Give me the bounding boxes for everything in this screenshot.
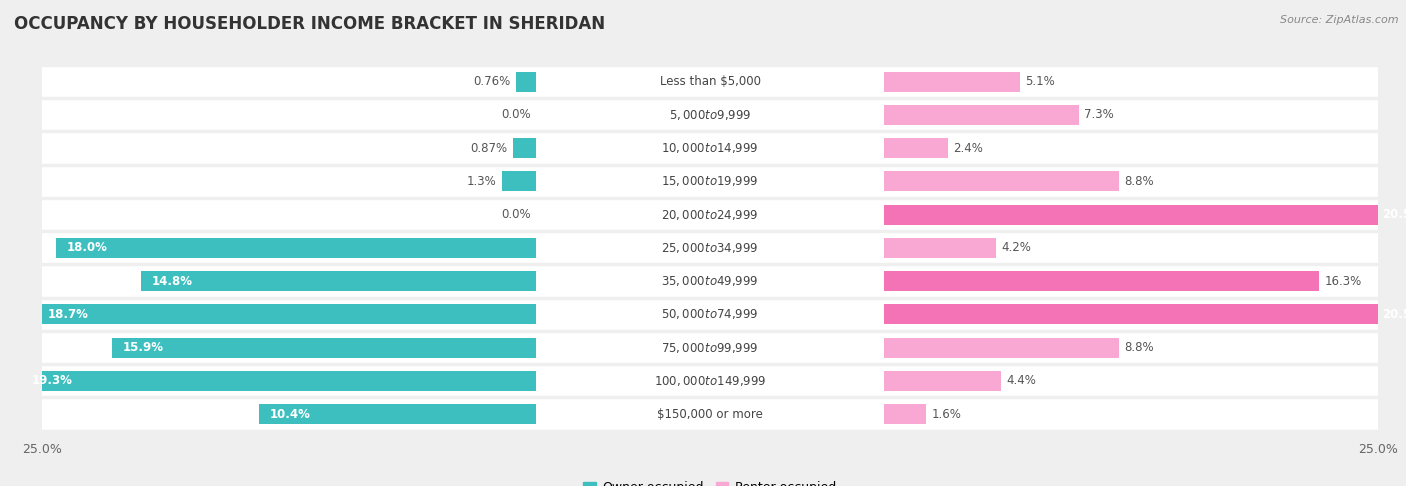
Bar — [883, 138, 948, 158]
Bar — [502, 172, 536, 191]
FancyBboxPatch shape — [42, 98, 1378, 132]
Text: $35,000 to $49,999: $35,000 to $49,999 — [661, 274, 759, 288]
Bar — [21, 371, 536, 391]
Bar — [883, 71, 1019, 91]
Text: 1.3%: 1.3% — [467, 175, 496, 188]
Text: 0.76%: 0.76% — [474, 75, 510, 88]
Text: Source: ZipAtlas.com: Source: ZipAtlas.com — [1281, 15, 1399, 25]
Bar — [883, 371, 1001, 391]
Bar — [883, 105, 1078, 125]
Bar — [37, 304, 536, 324]
Text: 0.0%: 0.0% — [502, 208, 531, 221]
Text: 4.2%: 4.2% — [1001, 242, 1031, 254]
FancyBboxPatch shape — [42, 298, 1378, 331]
Text: $100,000 to $149,999: $100,000 to $149,999 — [654, 374, 766, 388]
Text: 8.8%: 8.8% — [1123, 175, 1154, 188]
Bar — [516, 71, 536, 91]
Text: 18.7%: 18.7% — [48, 308, 89, 321]
FancyBboxPatch shape — [42, 198, 1378, 231]
Text: 5.1%: 5.1% — [1025, 75, 1054, 88]
Text: 14.8%: 14.8% — [152, 275, 193, 288]
FancyBboxPatch shape — [42, 264, 1378, 298]
Bar — [883, 205, 1406, 225]
Text: 20.5%: 20.5% — [1382, 308, 1406, 321]
FancyBboxPatch shape — [42, 132, 1378, 165]
Bar — [883, 338, 1119, 358]
Text: 2.4%: 2.4% — [953, 141, 983, 155]
Text: 0.87%: 0.87% — [471, 141, 508, 155]
FancyBboxPatch shape — [42, 364, 1378, 398]
Text: 19.3%: 19.3% — [31, 374, 72, 387]
Text: $20,000 to $24,999: $20,000 to $24,999 — [661, 208, 759, 222]
Bar — [141, 271, 536, 291]
Text: 20.5%: 20.5% — [1382, 208, 1406, 221]
FancyBboxPatch shape — [42, 331, 1378, 364]
Text: $50,000 to $74,999: $50,000 to $74,999 — [661, 307, 759, 321]
Bar — [259, 404, 536, 424]
Bar — [883, 304, 1406, 324]
Bar — [55, 238, 536, 258]
Text: 16.3%: 16.3% — [1324, 275, 1361, 288]
Bar — [883, 238, 995, 258]
Text: OCCUPANCY BY HOUSEHOLDER INCOME BRACKET IN SHERIDAN: OCCUPANCY BY HOUSEHOLDER INCOME BRACKET … — [14, 15, 605, 33]
Text: $75,000 to $99,999: $75,000 to $99,999 — [661, 341, 759, 355]
Text: 10.4%: 10.4% — [269, 408, 311, 420]
Text: Less than $5,000: Less than $5,000 — [659, 75, 761, 88]
Text: $15,000 to $19,999: $15,000 to $19,999 — [661, 174, 759, 189]
Text: 7.3%: 7.3% — [1084, 108, 1114, 122]
Text: 18.0%: 18.0% — [66, 242, 107, 254]
Text: 1.6%: 1.6% — [932, 408, 962, 420]
Bar — [883, 172, 1119, 191]
Bar — [883, 404, 927, 424]
Text: $5,000 to $9,999: $5,000 to $9,999 — [669, 108, 751, 122]
Text: $150,000 or more: $150,000 or more — [657, 408, 763, 420]
FancyBboxPatch shape — [42, 231, 1378, 264]
Text: 4.4%: 4.4% — [1007, 374, 1036, 387]
Text: 15.9%: 15.9% — [122, 341, 163, 354]
Bar — [513, 138, 536, 158]
Bar — [111, 338, 536, 358]
Legend: Owner-occupied, Renter-occupied: Owner-occupied, Renter-occupied — [578, 476, 842, 486]
Text: $25,000 to $34,999: $25,000 to $34,999 — [661, 241, 759, 255]
FancyBboxPatch shape — [42, 165, 1378, 198]
Bar — [883, 271, 1319, 291]
FancyBboxPatch shape — [42, 398, 1378, 431]
Text: 0.0%: 0.0% — [502, 108, 531, 122]
Text: 8.8%: 8.8% — [1123, 341, 1154, 354]
Text: $10,000 to $14,999: $10,000 to $14,999 — [661, 141, 759, 155]
FancyBboxPatch shape — [42, 65, 1378, 98]
